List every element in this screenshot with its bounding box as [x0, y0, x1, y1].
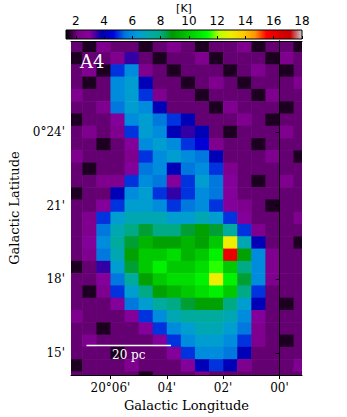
svg-text:14: 14	[238, 14, 253, 28]
svg-text:6: 6	[129, 14, 137, 28]
svg-text:12: 12	[210, 14, 225, 28]
svg-text:2: 2	[72, 14, 80, 28]
svg-text:20 pc: 20 pc	[112, 348, 146, 362]
svg-text:A4: A4	[79, 51, 104, 72]
svg-text:Galactic Longitude: Galactic Longitude	[124, 398, 249, 413]
svg-text:18': 18'	[46, 272, 65, 286]
svg-text:[K]: [K]	[176, 2, 192, 15]
svg-text:02': 02'	[214, 381, 233, 395]
svg-text:10: 10	[181, 14, 196, 28]
svg-text:16: 16	[266, 14, 281, 28]
svg-text:18: 18	[294, 14, 309, 28]
svg-text:00': 00'	[270, 381, 289, 395]
svg-text:04': 04'	[157, 381, 176, 395]
svg-text:Galactic Latitude: Galactic Latitude	[7, 151, 22, 265]
svg-text:20°06': 20°06'	[91, 381, 131, 395]
svg-text:15': 15'	[46, 346, 65, 360]
svg-text:8: 8	[157, 14, 165, 28]
svg-text:4: 4	[100, 14, 108, 28]
svg-text:21': 21'	[46, 199, 65, 213]
svg-text:0°24': 0°24'	[33, 125, 65, 139]
